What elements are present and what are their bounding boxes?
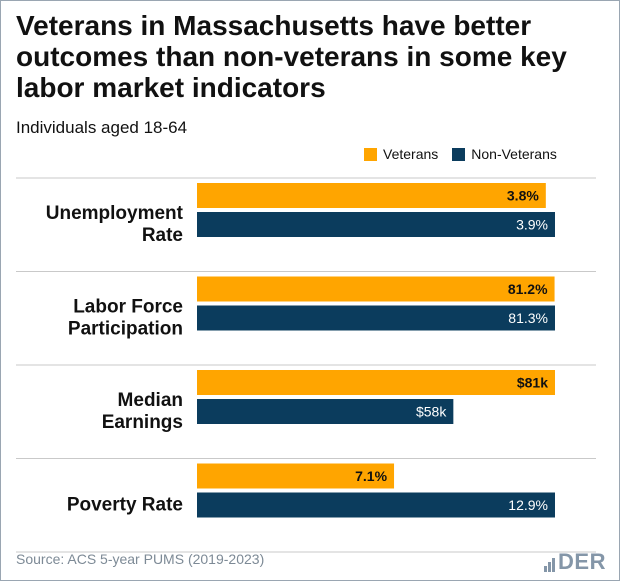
- data-label: 3.8%: [507, 188, 539, 204]
- bar-non-veterans: [197, 399, 454, 424]
- data-label: $81k: [517, 375, 548, 391]
- legend: Veterans Non-Veterans: [364, 146, 571, 162]
- legend-item-veterans: Veterans: [364, 146, 438, 162]
- chart-subtitle: Individuals aged 18-64: [16, 118, 188, 137]
- data-label: 81.2%: [508, 281, 548, 297]
- logo-bars-icon: [544, 554, 556, 572]
- data-label: 81.3%: [508, 310, 548, 326]
- bar-veterans: [197, 183, 546, 208]
- der-logo: DER: [544, 549, 606, 574]
- data-label: 3.9%: [516, 217, 548, 233]
- category-label: Poverty Rate: [67, 494, 183, 515]
- bar-non-veterans: [197, 492, 555, 518]
- legend-item-non-veterans: Non-Veterans: [452, 146, 557, 162]
- bar-veterans: [197, 370, 555, 395]
- data-label: 12.9%: [508, 497, 548, 513]
- source-note: Source: ACS 5-year PUMS (2019-2023): [16, 551, 265, 567]
- data-label: $58k: [416, 404, 447, 420]
- bar-non-veterans: [197, 305, 555, 331]
- logo-text: DER: [558, 549, 606, 574]
- legend-swatch-non-veterans: [452, 147, 466, 161]
- category-label: Median Earnings: [102, 390, 183, 433]
- bar-non-veterans: [197, 212, 555, 237]
- legend-label-non-veterans: Non-Veterans: [471, 146, 557, 162]
- legend-swatch-veterans: [364, 147, 377, 161]
- chart-title: Veterans in Massachusetts have better ou…: [16, 10, 567, 103]
- bar-veterans: [197, 276, 555, 302]
- legend-label-veterans: Veterans: [383, 146, 439, 162]
- category-label: Labor Force Participation: [68, 296, 183, 339]
- data-label: 7.1%: [355, 468, 387, 484]
- bar-veterans: [197, 463, 395, 489]
- category-label: Unemployment Rate: [46, 203, 184, 246]
